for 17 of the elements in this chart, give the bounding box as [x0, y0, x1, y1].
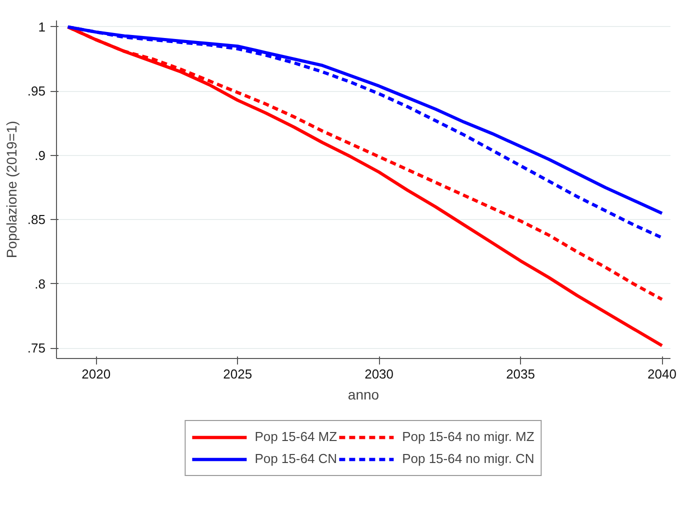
y-tick-label: 1: [38, 19, 46, 34]
y-tick-label: .85: [27, 212, 46, 228]
x-tick-label: 2035: [506, 366, 535, 382]
legend-label: Pop 15-64 no migr. MZ: [402, 429, 534, 444]
x-axis-title: anno: [348, 386, 380, 402]
legend-label: Pop 15-64 no migr. CN: [402, 451, 534, 466]
x-tick-label: 2025: [223, 366, 252, 382]
x-tick-label: 2030: [364, 366, 394, 382]
x-tick-label: 2020: [82, 366, 111, 382]
legend-label: Pop 15-64 CN: [254, 451, 338, 466]
y-axis-title: Popolazione (2019=1): [3, 120, 20, 258]
x-tick-label: 2040: [648, 366, 676, 382]
y-tick-label: .95: [27, 84, 46, 99]
y-tick-label: .75: [27, 340, 46, 356]
y-tick-label: .8: [34, 276, 46, 292]
y-tick-label: .9: [34, 148, 46, 163]
legend-label: Pop 15-64 MZ: [254, 429, 338, 444]
